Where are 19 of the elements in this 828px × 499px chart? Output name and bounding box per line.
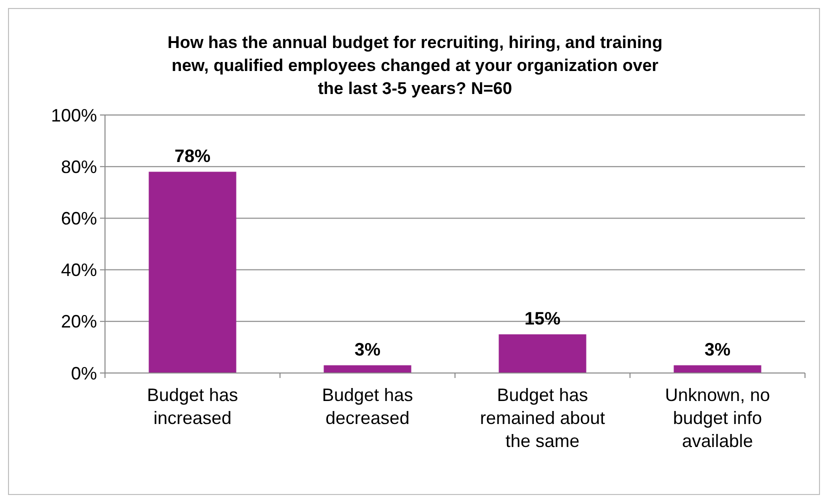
data-label: 3% <box>704 339 731 360</box>
data-label: 15% <box>524 308 561 328</box>
bar <box>324 365 412 373</box>
y-tick-label: 60% <box>60 208 97 228</box>
x-tick-label: Budget has decreased <box>322 385 414 428</box>
bar <box>674 365 762 373</box>
y-tick-label: 0% <box>70 363 97 384</box>
y-tick-label: 100% <box>50 105 97 126</box>
x-tick-label: Budget has remained about the same <box>480 385 606 451</box>
bar <box>148 172 236 373</box>
chart-title: How has the annual budget for recruiting, hiring, and training new, qualified employees changed at your organization over the last 3-5 years? N=60 <box>168 33 662 98</box>
x-tick-label: Unknown, no budget info available <box>664 385 770 451</box>
y-tick-label: 40% <box>60 260 97 280</box>
data-label: 78% <box>174 146 211 166</box>
bar <box>498 334 586 373</box>
y-tick-label: 20% <box>60 312 97 332</box>
x-tick-label: Budget has increased <box>146 385 238 428</box>
data-label: 3% <box>354 339 381 360</box>
y-tick-label: 80% <box>60 156 97 177</box>
